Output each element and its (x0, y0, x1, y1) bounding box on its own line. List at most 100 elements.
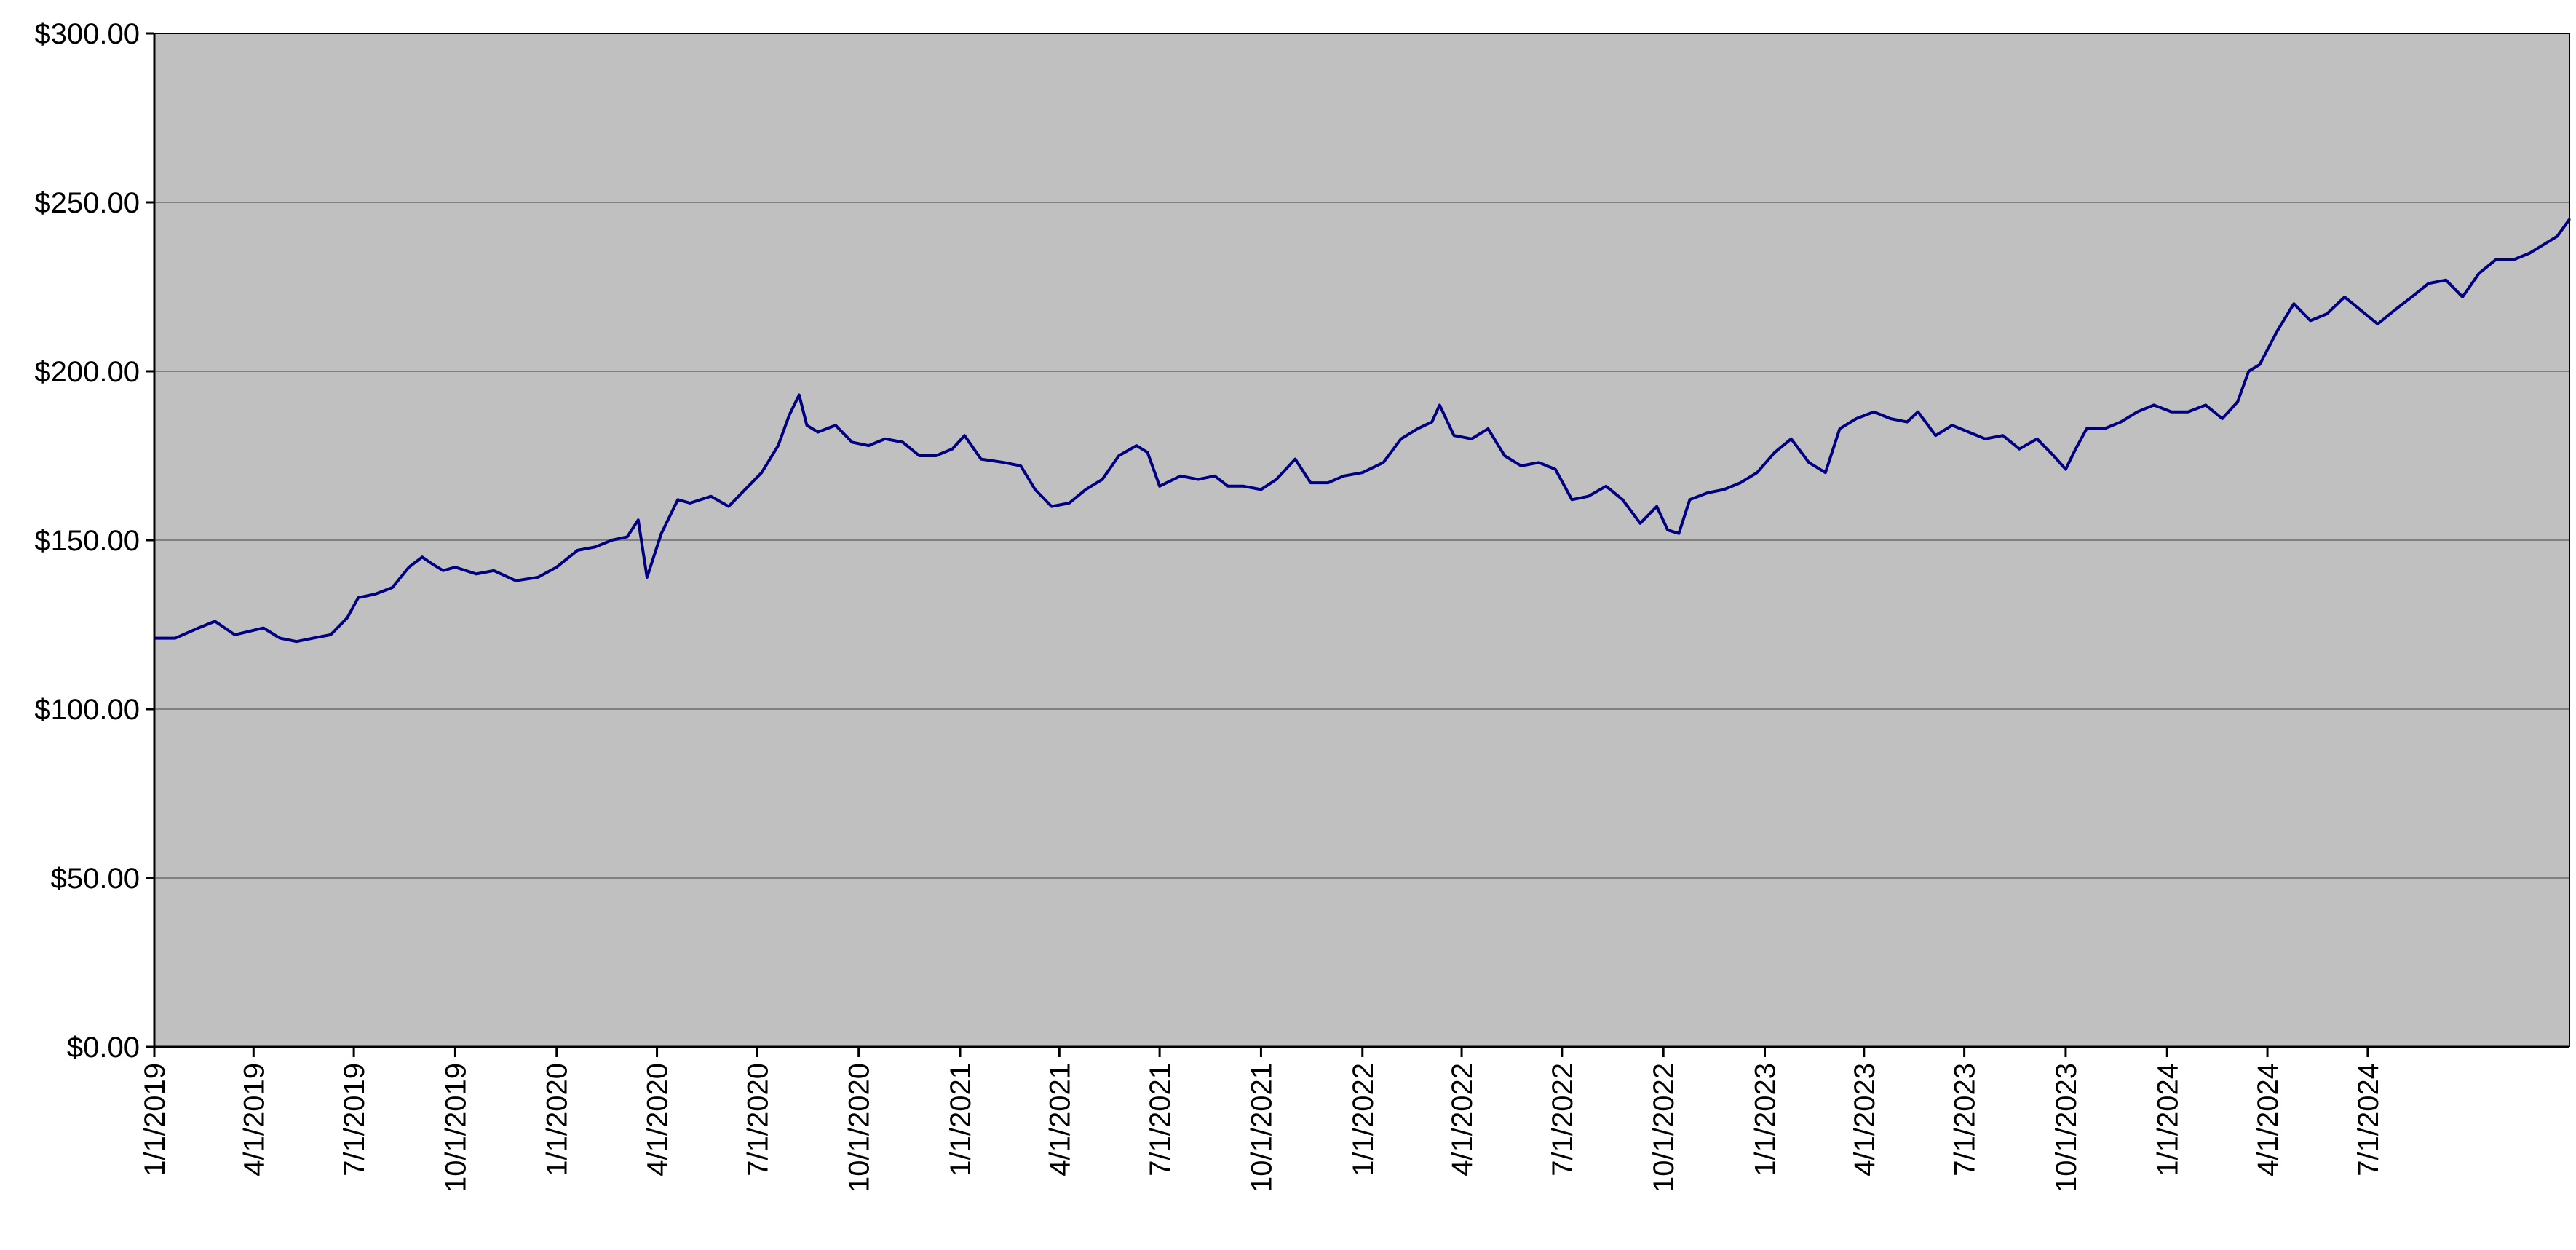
series-point (1872, 411, 1875, 414)
series-point (213, 620, 216, 622)
series-point (2103, 427, 2106, 430)
series-point (475, 572, 477, 575)
series-point (1537, 461, 1540, 464)
series-point (1839, 427, 1841, 430)
series-point (312, 637, 314, 640)
series-point (918, 454, 921, 457)
series-point (2036, 438, 2039, 440)
series-point (963, 434, 966, 437)
x-tick-label: 10/1/2020 (844, 1063, 876, 1192)
x-tick-label: 7/1/2020 (742, 1063, 774, 1176)
series-point (1400, 438, 1403, 440)
series-point (234, 633, 236, 636)
series-point (867, 444, 870, 447)
series-point (1416, 427, 1419, 430)
series-point (2074, 448, 2077, 451)
series-point (1470, 438, 1473, 440)
series-point (2444, 279, 2447, 282)
series-point (1604, 485, 1607, 488)
x-axis-tick-labels: 1/1/2019 4/1/2019 7/1/2019 10/1/2019 1/1/202… (139, 1063, 2385, 1192)
series-point (2410, 296, 2413, 298)
series-point (851, 440, 854, 443)
series-point (2427, 282, 2430, 285)
x-tick-label: 1/1/2021 (945, 1063, 977, 1176)
series-point (1951, 424, 1954, 427)
series-point (689, 502, 691, 505)
series-point (408, 566, 411, 569)
series-point (2326, 312, 2329, 315)
series-point (1213, 475, 1216, 478)
series-point (2259, 363, 2261, 366)
series-point (1889, 417, 1892, 420)
series-point (710, 495, 713, 498)
series-point (1242, 485, 1245, 488)
series-point (637, 518, 640, 521)
series-point (1146, 451, 1149, 454)
series-point (1773, 451, 1776, 454)
series-point (1342, 475, 1345, 478)
series-point (2052, 454, 2055, 457)
series-point (1756, 471, 1759, 474)
series-point (760, 471, 763, 474)
x-tick-label: 10/1/2022 (1648, 1063, 1680, 1192)
y-tick-label: $50.00 (51, 863, 140, 895)
series-point (1855, 417, 1858, 420)
series-point (935, 454, 938, 457)
series-point (262, 627, 265, 630)
series-point (197, 627, 200, 630)
series-point (1983, 438, 1986, 440)
x-tick-label: 4/1/2023 (1849, 1063, 1881, 1176)
series-point (1638, 522, 1641, 525)
x-tick-label: 7/1/2024 (2353, 1063, 2385, 1176)
series-point (951, 448, 954, 451)
axes (146, 32, 2570, 1057)
series-point (646, 576, 649, 579)
series-point (1135, 444, 1138, 447)
series-point (834, 424, 837, 427)
series-point (2343, 296, 2346, 298)
series-point (346, 617, 349, 620)
series-point (1917, 411, 1919, 414)
x-tick-label: 7/1/2022 (1547, 1063, 1579, 1176)
series-point (2187, 411, 2189, 414)
series-point (2292, 302, 2295, 305)
series-point (2276, 329, 2279, 332)
series-point (1967, 431, 1970, 433)
series-point (1101, 478, 1103, 480)
series-point (626, 535, 629, 538)
series-point (1807, 461, 1810, 464)
series-point (1361, 471, 1364, 474)
series-point (727, 505, 730, 508)
series-point (1486, 427, 1489, 430)
series-point (2002, 434, 2005, 437)
series-point (1571, 498, 1573, 501)
series-point (2545, 242, 2548, 245)
series-point (1226, 485, 1229, 488)
series-point (555, 566, 558, 569)
series-point (817, 431, 820, 433)
series-point (2152, 403, 2155, 406)
series-point (1158, 485, 1161, 488)
series-point (2221, 417, 2224, 420)
series-point (1430, 421, 1433, 424)
x-tick-label: 4/1/2021 (1044, 1063, 1076, 1176)
series-point (279, 637, 282, 640)
series-point (1621, 498, 1624, 501)
y-tick-label: $250.00 (34, 187, 140, 219)
series-point (2120, 421, 2123, 424)
series-point (676, 498, 679, 501)
x-tick-label: 4/1/2022 (1446, 1063, 1478, 1176)
series-point (901, 440, 904, 443)
series-point (2461, 296, 2464, 298)
series-point (884, 438, 887, 440)
series-point (1438, 403, 1441, 406)
series-point (2556, 234, 2559, 237)
series-point (1179, 475, 1182, 478)
series-point (2085, 427, 2088, 430)
series-point (1706, 491, 1709, 494)
x-tick-label: 4/1/2024 (2252, 1063, 2284, 1176)
series-point (492, 569, 495, 572)
x-tick-label: 7/1/2021 (1144, 1063, 1176, 1176)
series-point (1677, 532, 1680, 535)
